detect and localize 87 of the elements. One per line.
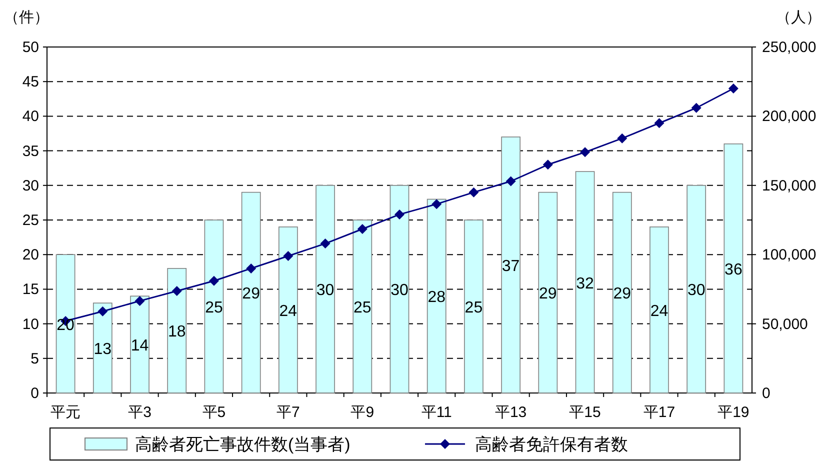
y2-tick-label: 200,000 — [762, 108, 816, 126]
data-label: 18 — [168, 324, 186, 341]
point — [134, 296, 145, 306]
data-label: 20 — [56, 316, 75, 334]
data-label: 13 — [94, 341, 112, 358]
data-label: 36 — [724, 261, 742, 278]
point — [691, 102, 702, 113]
point — [283, 250, 294, 261]
point — [320, 238, 330, 249]
point — [617, 133, 628, 144]
bar — [724, 143, 744, 394]
y-tick-label: 15 — [22, 281, 39, 298]
data-label: 29 — [242, 286, 260, 303]
data-label: 29 — [539, 286, 557, 303]
bar — [612, 192, 632, 394]
bar — [464, 220, 484, 394]
y2-tick-label: 0 — [762, 385, 770, 402]
point — [506, 176, 516, 186]
y-tick-label: 5 — [30, 350, 39, 368]
data-label: 30 — [390, 282, 408, 300]
bar — [316, 185, 335, 394]
point — [728, 84, 738, 94]
data-label: 14 — [130, 338, 149, 355]
bar — [167, 268, 187, 394]
data-label: 28 — [428, 289, 446, 306]
data-label: 30 — [316, 282, 334, 300]
point — [580, 147, 590, 158]
bar — [538, 192, 558, 394]
x-tick-label: 平9 — [350, 404, 374, 421]
point — [468, 187, 479, 198]
point — [246, 263, 256, 274]
y2-tick-label: 100,000 — [762, 246, 816, 264]
bar — [686, 185, 706, 394]
bar — [204, 220, 224, 394]
point — [394, 209, 404, 220]
y-tick-label: 30 — [22, 177, 39, 194]
data-label: 25 — [353, 300, 372, 316]
data-label: 30 — [687, 282, 706, 300]
y-tick-label: 25 — [22, 212, 39, 229]
data-label: 24 — [279, 302, 298, 320]
y-tick-label: 0 — [30, 385, 39, 402]
y-tick-label: 45 — [22, 74, 39, 91]
y-tick-label: 50 — [22, 39, 39, 56]
legend-label: 高齢者免許保有者数 — [475, 435, 628, 454]
data-label: 37 — [502, 258, 520, 275]
y2-axis-title: （人） — [776, 9, 821, 26]
x-tick-label: 平11 — [421, 404, 452, 421]
y2-tick-label: 150,000 — [762, 177, 816, 194]
bar — [390, 185, 410, 394]
y-axis-title: （件） — [4, 9, 49, 26]
point — [654, 118, 664, 128]
bar — [278, 226, 298, 394]
y2-tick-label: 50,000 — [762, 316, 808, 333]
y-tick-label: 35 — [22, 142, 39, 160]
y-tick-label: 20 — [22, 246, 39, 264]
y-tick-label: 10 — [22, 316, 39, 333]
bar — [650, 226, 669, 394]
x-tick-label: 平7 — [276, 404, 300, 421]
point — [542, 160, 553, 170]
point — [172, 286, 182, 296]
data-label: 32 — [576, 275, 594, 292]
bar — [241, 192, 261, 394]
x-tick-label: 平19 — [718, 404, 750, 421]
x-tick-label: 平17 — [643, 404, 676, 421]
data-label: 24 — [650, 302, 668, 320]
bar — [575, 171, 595, 394]
bar — [92, 302, 112, 394]
bar — [352, 220, 372, 394]
x-tick-label: 平13 — [494, 404, 527, 421]
bar — [130, 296, 150, 394]
x-tick-label: 平5 — [202, 404, 226, 421]
bar — [426, 198, 446, 394]
y2-tick-label: 250,000 — [762, 39, 816, 56]
point — [432, 199, 442, 210]
x-tick-label: 平15 — [569, 404, 601, 421]
data-label: 25 — [464, 300, 483, 316]
x-tick-label: 平元 — [50, 404, 81, 421]
x-tick-label: 平3 — [128, 404, 152, 421]
point — [357, 224, 368, 234]
bar — [501, 136, 520, 394]
data-label: 25 — [205, 300, 223, 316]
y-tick-label: 40 — [22, 108, 39, 126]
data-label: 29 — [613, 286, 632, 303]
point — [98, 306, 108, 316]
legend-label: 高齢者死亡事故件数(当事者) — [135, 435, 350, 454]
point — [208, 276, 219, 286]
bar — [56, 254, 76, 394]
